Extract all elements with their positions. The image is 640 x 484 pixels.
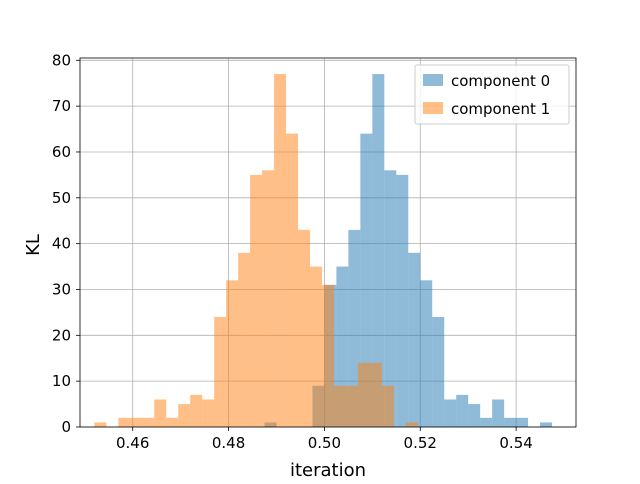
y-tick-label-3: 30	[52, 280, 71, 298]
legend-swatch-0	[423, 74, 443, 86]
bar-s1-8	[202, 399, 215, 427]
bar-s0-11	[432, 316, 445, 427]
legend-label-0: component 0	[451, 72, 550, 90]
x-tick-label-0: 0.46	[116, 434, 149, 452]
legend: component 0 component 1	[414, 64, 570, 125]
axes-layer: 0.46 0.48 0.50 0.52 0.54 0 10 20 30 40 50 60 70 80	[52, 51, 577, 452]
bar-s1-20	[345, 385, 358, 427]
bar-s1-4	[154, 399, 167, 427]
bar-s1-14	[274, 74, 287, 427]
bar-s0-8	[396, 174, 409, 427]
bar-s1-24	[405, 422, 418, 427]
x-tick-label-2: 0.50	[308, 434, 341, 452]
bar-s0-5	[360, 133, 373, 427]
bar-s1-11	[238, 252, 251, 427]
bar-s1-15	[286, 133, 299, 427]
y-tick-label-6: 60	[52, 143, 71, 161]
series-1	[94, 74, 418, 427]
y-tick-label-8: 80	[52, 51, 71, 69]
x-tick-label-1: 0.48	[212, 434, 245, 452]
y-tick-label-5: 50	[52, 189, 71, 207]
bar-s0-6	[372, 74, 385, 427]
bar-s1-7	[190, 394, 203, 427]
bar-s1-6	[178, 404, 191, 427]
bar-s1-16	[298, 229, 311, 427]
y-tick-label-2: 20	[52, 326, 71, 344]
bar-s1-23	[381, 385, 394, 427]
bar-s1-13	[262, 170, 275, 427]
y-tick-label-7: 70	[52, 97, 71, 115]
legend-box	[414, 64, 570, 125]
bar-s1-12	[250, 174, 263, 427]
bar-s1-9	[214, 316, 227, 427]
x-axis-label: iteration	[290, 460, 366, 480]
y-tick-label-1: 10	[52, 372, 71, 390]
bar-s1-22	[369, 362, 382, 427]
y-tick-label-4: 40	[52, 235, 71, 253]
bar-s0-9	[408, 252, 421, 427]
bar-s1-3	[142, 417, 155, 427]
bar-s0-13	[456, 394, 469, 427]
bar-s0-17	[504, 417, 517, 427]
bar-s0-10	[420, 280, 433, 427]
bar-s0-18	[516, 417, 529, 427]
bar-s0-16	[492, 399, 505, 427]
bar-s0-12	[444, 399, 457, 427]
bar-s0-15	[480, 417, 493, 427]
bar-s1-17	[310, 266, 323, 427]
plot-frame	[79, 57, 577, 428]
bar-s0-19	[540, 422, 553, 427]
bar-s1-21	[357, 362, 370, 427]
bar-s1-1	[118, 417, 131, 427]
y-tick-label-0: 0	[61, 418, 71, 436]
legend-label-1: component 1	[451, 100, 550, 118]
bars-layer	[94, 74, 553, 427]
bar-s0-14	[468, 404, 481, 427]
bar-s0-4	[348, 229, 361, 427]
x-tick-label-4: 0.54	[499, 434, 532, 452]
bar-s1-5	[166, 417, 179, 427]
bar-s1-19	[333, 385, 346, 427]
y-axis-label: KL	[23, 234, 44, 256]
legend-swatch-1	[423, 102, 443, 114]
bar-s1-0	[94, 422, 107, 427]
x-tick-label-3: 0.52	[404, 434, 437, 452]
bar-s0-7	[384, 170, 397, 427]
bar-s1-18	[322, 284, 334, 427]
bar-s0-3	[336, 266, 349, 427]
bar-s1-10	[226, 280, 239, 427]
bar-s1-2	[130, 417, 143, 427]
